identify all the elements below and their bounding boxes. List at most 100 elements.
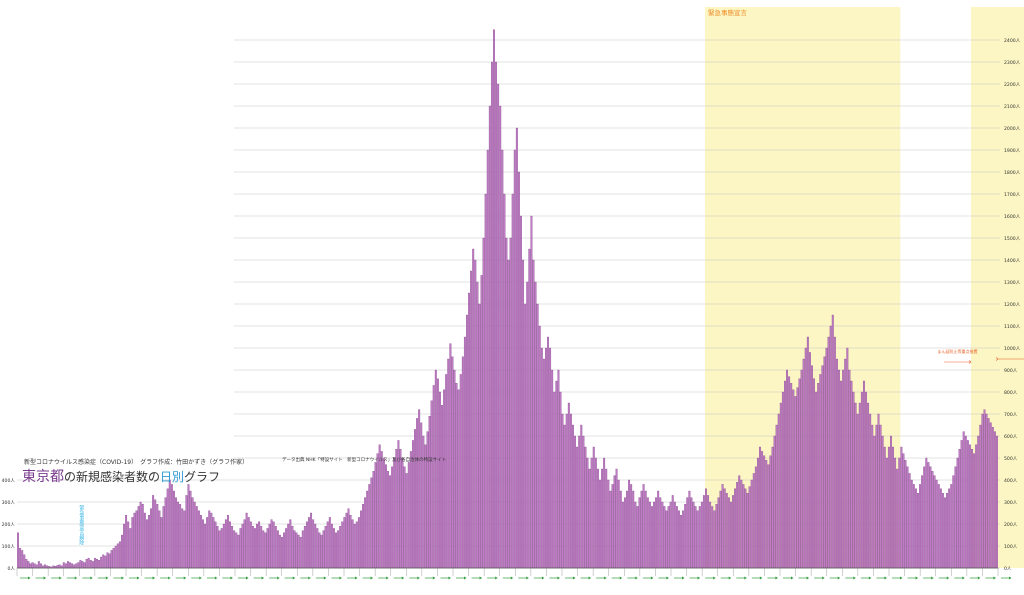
bar: [272, 521, 275, 569]
bar: [871, 424, 874, 569]
bar: [569, 413, 572, 569]
bar: [746, 493, 749, 569]
y-tick-label-left: 400人: [2, 478, 16, 484]
bar: [185, 495, 188, 569]
bar: [767, 464, 770, 569]
bar: [991, 427, 994, 569]
week-arrow-head: [541, 576, 545, 580]
bar: [738, 475, 741, 569]
bar: [181, 508, 184, 569]
bar: [470, 270, 473, 569]
y-tick-label: 2100人: [1004, 104, 1021, 110]
week-arrow-head: [479, 576, 483, 580]
bar: [168, 479, 171, 569]
bar: [148, 515, 150, 569]
bar: [347, 508, 350, 569]
bar: [682, 510, 685, 569]
bar: [542, 358, 545, 569]
bar: [707, 495, 710, 569]
y-tick-label: 2200人: [1004, 82, 1021, 88]
bar: [902, 453, 905, 569]
bar: [636, 506, 639, 569]
bar: [850, 380, 853, 569]
bar: [784, 380, 786, 569]
bar: [831, 314, 834, 569]
bar: [79, 560, 82, 569]
bar: [17, 532, 19, 569]
bar: [25, 559, 28, 569]
bar: [384, 464, 387, 569]
bar: [551, 369, 554, 569]
bar: [921, 475, 924, 569]
bar: [736, 482, 739, 569]
week-arrow-head: [432, 576, 436, 580]
bar: [948, 488, 951, 569]
gridlines: [17, 39, 1000, 569]
y-tick-label: 1800人: [1004, 170, 1021, 176]
bar: [495, 61, 498, 569]
bar: [661, 501, 664, 569]
y-tick-label: 200人: [1004, 522, 1018, 528]
bar: [31, 562, 34, 569]
bar: [538, 325, 541, 569]
bar: [135, 510, 138, 569]
bar: [526, 281, 529, 569]
bar: [490, 61, 493, 569]
week-arrow-head: [43, 576, 47, 580]
y-tick-label-left: 100人: [2, 544, 16, 550]
y-tick-label: 100人: [1004, 544, 1018, 550]
bar: [825, 347, 828, 569]
bar: [717, 497, 720, 569]
bar: [964, 435, 967, 569]
bar: [374, 462, 377, 569]
bar: [202, 519, 204, 569]
bar: [337, 530, 340, 569]
y-tick-label: 1400人: [1004, 258, 1021, 264]
bar: [983, 409, 986, 569]
bar: [867, 402, 870, 569]
bar: [919, 484, 922, 569]
week-arrow-head: [277, 576, 280, 580]
bar: [254, 528, 256, 569]
bar: [108, 553, 111, 569]
bar: [341, 521, 344, 569]
bar: [673, 501, 676, 569]
bar: [293, 530, 296, 569]
bar: [493, 29, 495, 569]
bar: [71, 563, 74, 569]
bar: [879, 424, 882, 569]
bar: [771, 446, 774, 569]
bar: [966, 440, 969, 569]
bar: [208, 510, 211, 569]
bar: [247, 517, 250, 569]
bar: [143, 512, 146, 569]
y-tick-label-left: 0人: [7, 566, 15, 572]
bar: [285, 528, 288, 569]
bar: [765, 460, 768, 569]
bar: [858, 402, 861, 569]
bar: [740, 479, 743, 569]
bar: [578, 435, 581, 569]
bar: [320, 534, 323, 569]
week-arrow-head: [417, 576, 420, 580]
bar: [534, 281, 537, 569]
week-arrow-head: [573, 576, 576, 580]
bar: [898, 457, 901, 569]
week-arrow-head: [697, 576, 701, 580]
bar: [678, 510, 680, 569]
bar: [19, 548, 22, 569]
bar: [979, 424, 982, 569]
bar: [459, 374, 462, 569]
bar: [651, 506, 653, 569]
bar: [360, 510, 362, 569]
bar: [127, 521, 130, 569]
bar: [555, 380, 558, 569]
bar: [912, 484, 915, 569]
bar: [960, 440, 963, 569]
bar: [233, 530, 236, 569]
bar: [407, 462, 410, 569]
bar: [817, 383, 820, 569]
week-arrow-head: [152, 576, 156, 580]
week-arrow-head: [464, 576, 467, 580]
bar: [357, 517, 360, 569]
